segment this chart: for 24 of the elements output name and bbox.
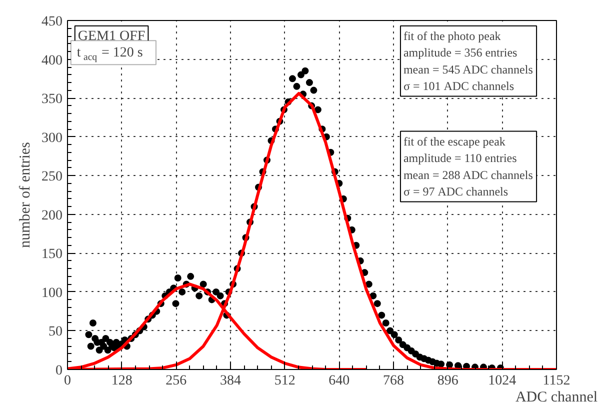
y-tick-label: 0 <box>56 364 62 378</box>
y-axis-title: number of entries <box>18 142 34 248</box>
x-tick-label: 768 <box>383 374 404 388</box>
x-tick-label: 1152 <box>542 374 570 388</box>
annotation: fit of the escape peak amplitude = 110 entries mean = 288 ADC channels σ = 97 ADC channels <box>403 134 534 199</box>
x-tick-label: 128 <box>111 374 132 388</box>
y-tick-label: 100 <box>42 286 62 301</box>
annotation: fit of the photo peak amplitude = 356 entries mean = 545 ADC channels σ = 101 ADC channels <box>403 28 534 94</box>
y-tick-label: 250 <box>42 170 62 185</box>
x-tick-label: 1024 <box>488 374 516 388</box>
y-tick-label: 200 <box>42 208 62 224</box>
x-tick-label: 384 <box>220 374 241 388</box>
y-tick-label: 150 <box>42 247 62 262</box>
x-tick-label: 896 <box>437 374 458 388</box>
y-tick-label: 450 <box>42 14 62 30</box>
x-tick-label: 512 <box>274 374 296 388</box>
y-tick-label: 50 <box>48 324 62 340</box>
x-tick-label: 640 <box>328 374 350 388</box>
annotation: GEM1 OFF <box>78 28 146 44</box>
y-tick-label: 400 <box>42 53 62 68</box>
x-axis-title: ADC channel <box>515 390 598 406</box>
x-tick-label: 256 <box>166 374 187 388</box>
y-tick-label: 300 <box>42 130 62 146</box>
y-tick-label: 350 <box>42 92 62 108</box>
